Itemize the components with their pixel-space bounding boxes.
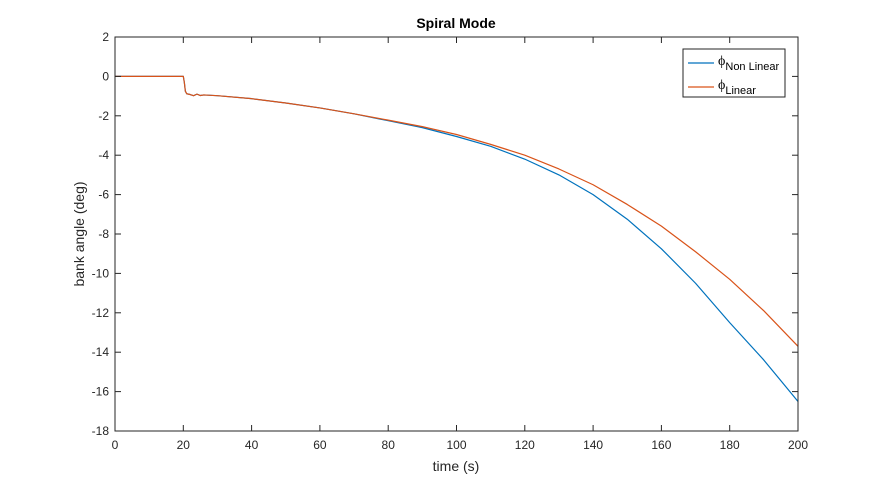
x-tick-label: 80 [382, 438, 396, 452]
plot-area [115, 37, 798, 431]
series-line-1 [115, 75, 799, 347]
x-tick-label: 40 [245, 438, 259, 452]
legend-subscript: Linear [725, 85, 756, 97]
x-tick-label: 100 [446, 438, 466, 452]
y-tick-label: -6 [98, 188, 109, 202]
y-axis-label: bank angle (deg) [71, 181, 87, 286]
x-tick-label: 180 [720, 438, 740, 452]
x-tick-label: 60 [313, 438, 327, 452]
legend-label: ϕLinear [718, 78, 756, 97]
x-tick-label: 120 [515, 438, 535, 452]
x-tick-label: 160 [651, 438, 671, 452]
y-tick-label: -2 [98, 109, 109, 123]
legend-box [682, 48, 786, 98]
x-tick-label: 0 [112, 438, 119, 452]
y-tick-label: 0 [102, 69, 109, 83]
x-tick-label: 200 [788, 438, 808, 452]
y-tick-label: -12 [92, 306, 110, 320]
ticks-layer: 0 20 40 60 80 100 120 140 160 180 20020-2-4-6-8-10… [92, 30, 809, 452]
legend-label: ϕNon Linear [718, 54, 780, 73]
y-tick-label: -8 [98, 227, 109, 241]
y-tick-label: -4 [98, 148, 109, 162]
legend-symbol: ϕ [718, 54, 725, 69]
x-tick-label: 20 [177, 438, 191, 452]
series-layer [115, 75, 799, 402]
legend-subscript: Non Linear [725, 61, 779, 73]
y-tick-label: -16 [92, 385, 110, 399]
y-tick-label: -10 [92, 266, 110, 280]
y-tick-label: -18 [92, 424, 110, 438]
x-axis-label: time (s) [433, 458, 480, 474]
y-tick-label: 2 [102, 30, 109, 44]
chart-title: Spiral Mode [416, 15, 496, 31]
x-tick-label: 140 [583, 438, 603, 452]
y-tick-label: -14 [92, 345, 110, 359]
legend-symbol: ϕ [718, 78, 725, 93]
